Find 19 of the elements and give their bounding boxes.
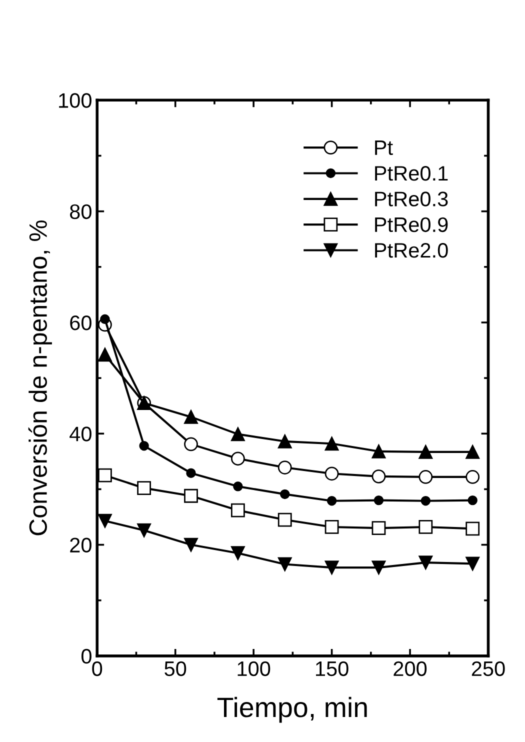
legend-label: PtRe0.9 [375, 217, 448, 232]
x-axis-title: Tiempo, min [217, 696, 367, 723]
y-tick-label: 0 [81, 648, 92, 664]
y-tick-label: 100 [59, 93, 92, 108]
y-tick-label: 60 [70, 315, 92, 330]
legend-label: PtRe2.0 [375, 242, 448, 258]
x-tick-label: 50 [164, 661, 186, 676]
y-axis-title: Conversión de n-pentano, % [28, 220, 52, 536]
x-tick-label: 250 [472, 661, 505, 676]
x-tick-label: 150 [316, 661, 348, 676]
legend-label: PtRe0.1 [375, 166, 448, 181]
y-tick-label: 40 [70, 426, 92, 442]
y-tick-label: 20 [70, 538, 92, 553]
legend-label: PtRe0.3 [375, 192, 448, 206]
x-tick-label: 200 [394, 661, 427, 676]
x-tick-label: 100 [238, 661, 270, 676]
y-tick-label: 80 [70, 204, 92, 220]
legend-label: Pt [375, 140, 393, 156]
x-tick-label: 0 [92, 661, 102, 676]
